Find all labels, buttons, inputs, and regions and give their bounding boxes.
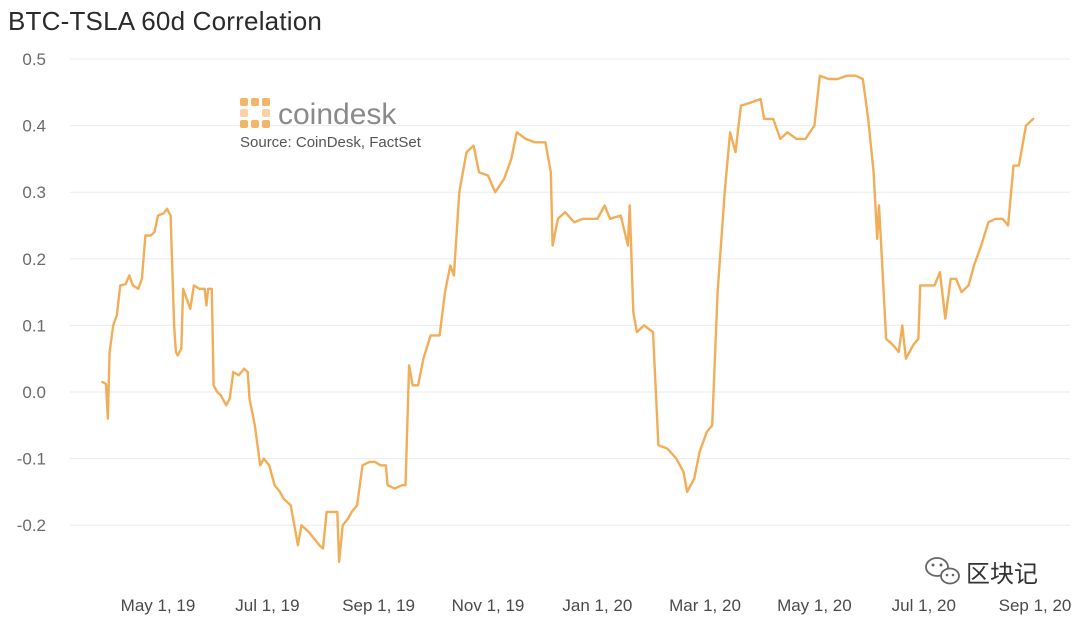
y-tick-label: -0.2 [17,516,46,535]
series-line [101,74,1035,563]
x-tick-label: Jul 1, 19 [235,596,299,615]
logo-text: coindesk [278,98,397,131]
y-tick-label: -0.1 [17,450,46,469]
source-note: Source: CoinDesk, FactSet [240,134,422,151]
y-tick-label: 0.2 [22,250,46,269]
y-tick-label: 0.5 [22,50,46,69]
x-axis-ticks: May 1, 19 Jul 1, 19 Sep 1, 19 Nov 1, 19 Jan … [121,596,1072,615]
coindesk-logo: coindesk Source: CoinDesk, FactSet [240,98,422,151]
x-tick-label: Jul 1, 20 [892,596,956,615]
logo-square [240,98,248,106]
x-tick-label: Jan 1, 20 [562,596,632,615]
x-tick-label: May 1, 20 [777,596,852,615]
x-tick-label: May 1, 19 [121,596,196,615]
y-tick-label: 0.1 [22,316,46,335]
chart-title: BTC-TSLA 60d Correlation [8,6,323,36]
y-tick-label: 0.3 [22,183,46,202]
x-tick-label: Mar 1, 20 [669,596,741,615]
logo-square [262,98,270,106]
logo-square [240,109,248,117]
x-tick-label: Nov 1, 19 [452,596,525,615]
logo-square [262,120,270,128]
y-axis-ticks: 0.5 0.4 0.3 0.2 0.1 0.0 -0.1 -0.2 [17,50,46,535]
coindesk-grid-icon [240,98,270,128]
watermark-text: 区块记 [966,561,1038,588]
x-tick-label: Sep 1, 19 [342,596,415,615]
logo-square [240,120,248,128]
x-tick-label: Sep 1, 20 [999,596,1072,615]
logo-square [251,98,259,106]
watermark: 区块记 [925,557,1038,588]
wechat-icon [925,557,960,585]
y-tick-label: 0.0 [22,383,46,402]
logo-square [262,109,270,117]
y-tick-label: 0.4 [22,117,46,136]
gridlines [70,58,1070,526]
logo-square [251,120,259,128]
